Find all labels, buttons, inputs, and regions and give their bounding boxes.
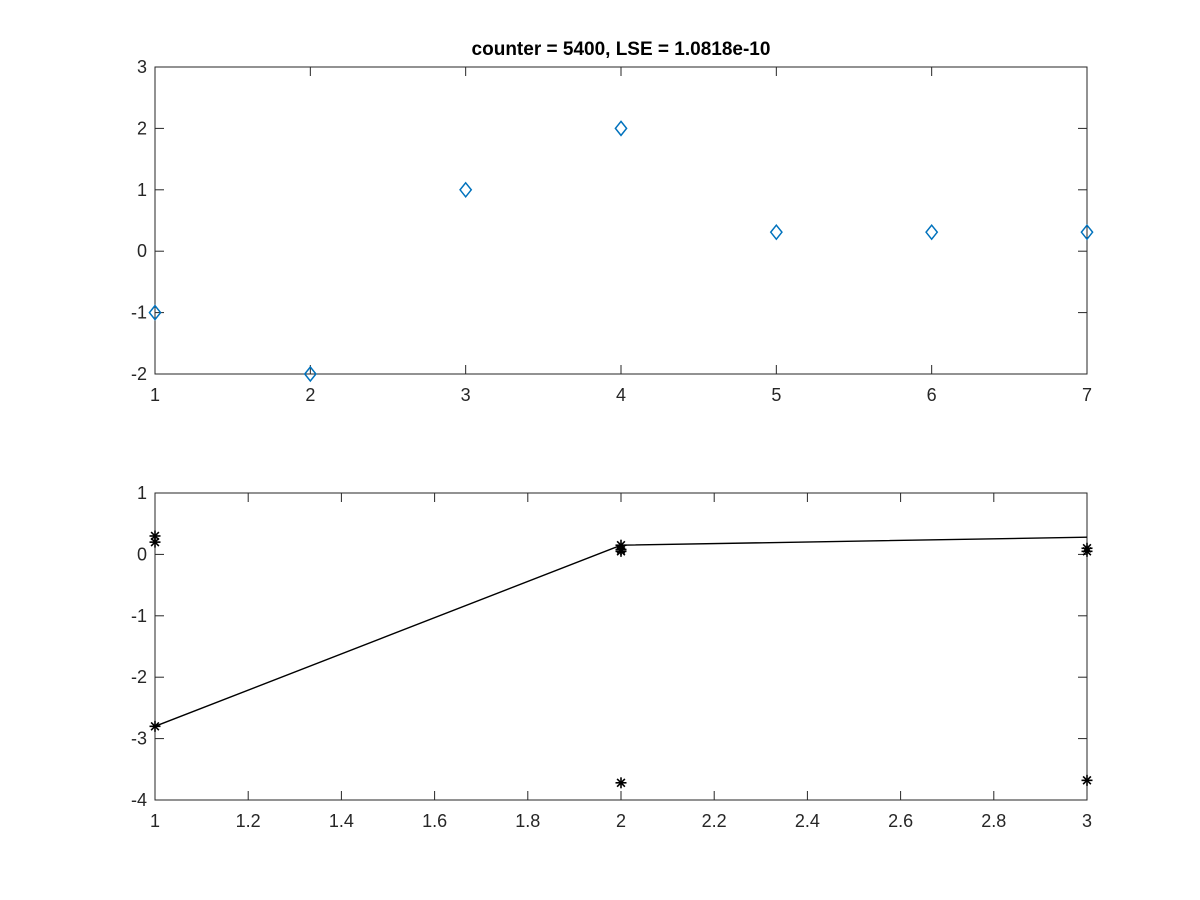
diamond-marker bbox=[148, 304, 162, 321]
asterisk-stroke bbox=[1082, 775, 1092, 785]
x-tick-label: 1.6 bbox=[422, 811, 447, 831]
x-tick-label: 1 bbox=[150, 811, 160, 831]
x-tick-label: 1.8 bbox=[515, 811, 540, 831]
y-tick-label: 1 bbox=[137, 483, 147, 503]
y-tick-label: -1 bbox=[131, 303, 147, 323]
diamond-marker bbox=[614, 120, 628, 137]
asterisk-stroke bbox=[1082, 546, 1092, 556]
y-tick-label: -3 bbox=[131, 729, 147, 749]
x-tick-label: 2.4 bbox=[795, 811, 820, 831]
x-tick-label: 2.6 bbox=[888, 811, 913, 831]
diamond-marker bbox=[925, 223, 939, 241]
x-tick-label: 3 bbox=[461, 385, 471, 405]
diamond-marker bbox=[459, 181, 473, 199]
asterisk-stroke bbox=[616, 546, 626, 556]
x-tick-label: 1.2 bbox=[236, 811, 261, 831]
axes-box bbox=[154, 66, 1088, 375]
y-tick-label: 0 bbox=[137, 544, 147, 564]
x-tick-label: 5 bbox=[771, 385, 781, 405]
y-tick-label: -2 bbox=[131, 364, 147, 384]
asterisk-marker bbox=[615, 545, 627, 557]
x-tick-label: 2.8 bbox=[981, 811, 1006, 831]
diamond-marker bbox=[303, 365, 317, 383]
x-tick-label: 4 bbox=[616, 385, 626, 405]
x-tick-label: 1 bbox=[150, 385, 160, 405]
x-tick-label: 2 bbox=[616, 811, 626, 831]
y-tick-label: -1 bbox=[131, 606, 147, 626]
x-tick-label: 2.2 bbox=[702, 811, 727, 831]
x-tick-label: 1.4 bbox=[329, 811, 354, 831]
x-tick-label: 2 bbox=[305, 385, 315, 405]
x-tick-label: 7 bbox=[1082, 385, 1092, 405]
diamond-marker bbox=[1080, 223, 1094, 241]
asterisk-stroke bbox=[150, 537, 160, 547]
x-tick-label: 3 bbox=[1082, 811, 1092, 831]
x-tick-label: 6 bbox=[927, 385, 937, 405]
y-tick-label: 0 bbox=[137, 241, 147, 261]
asterisk-stroke bbox=[150, 721, 160, 731]
diamond-marker bbox=[769, 223, 783, 241]
bottom-subplot: 1 1.2 1.4 1.6 1.8 2 2.2 2.4 2.6 2.8 3 -4 -3 -2 -1 0 1 bbox=[131, 483, 1093, 831]
chart-title: counter = 5400, LSE = 1.0818e-10 bbox=[472, 39, 771, 60]
asterisk-marker bbox=[149, 536, 161, 548]
asterisk-marker bbox=[1081, 545, 1093, 557]
asterisk-marker bbox=[615, 777, 627, 789]
asterisk-stroke bbox=[616, 778, 626, 788]
y-tick-label: 1 bbox=[137, 180, 147, 200]
asterisk-marker bbox=[1081, 774, 1093, 786]
y-tick-label: 2 bbox=[137, 118, 147, 138]
y-tick-label: 3 bbox=[137, 57, 147, 77]
y-tick-label: -4 bbox=[131, 790, 147, 810]
top-subplot: 1 2 3 4 5 6 7 -2 -1 0 1 2 3 counter = 5400, LSE = 1.0… bbox=[131, 39, 1094, 405]
y-tick-label: -2 bbox=[131, 667, 147, 687]
asterisk-marker bbox=[149, 720, 161, 732]
